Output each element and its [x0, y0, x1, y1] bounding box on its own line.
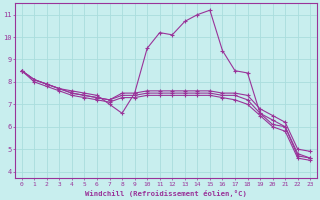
X-axis label: Windchill (Refroidissement éolien,°C): Windchill (Refroidissement éolien,°C)	[85, 190, 247, 197]
